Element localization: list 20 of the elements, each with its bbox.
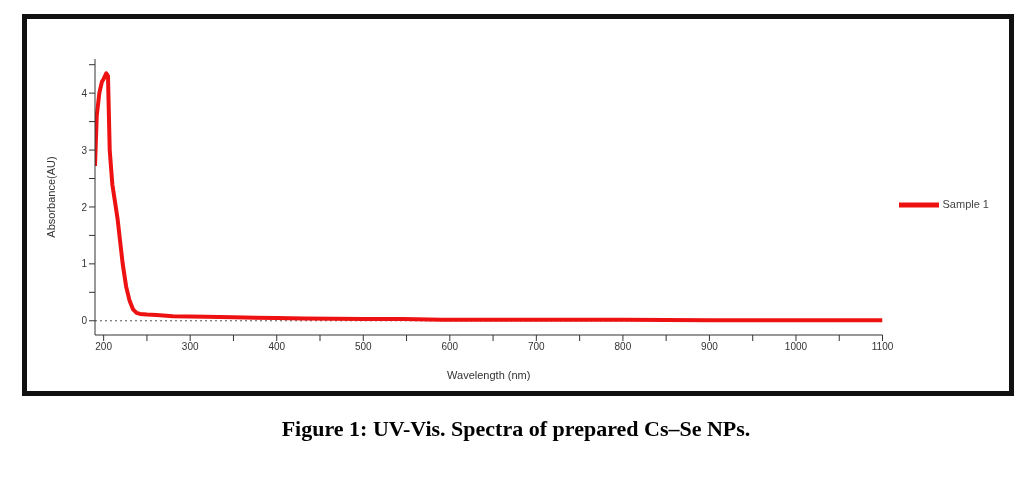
x-tick-label: 200 <box>95 341 113 353</box>
y-tick-label: 2 <box>81 201 88 213</box>
y-tick-label: 4 <box>81 87 88 99</box>
text: Figure 1: UV-Vis. Spectra of prepared Cs–Se NPs. <box>280 416 752 442</box>
x-tick-label: 700 <box>528 341 546 353</box>
x-tick-label: 1100 <box>871 341 894 353</box>
x-tick-label: 600 <box>441 341 459 353</box>
x-tick-label: 300 <box>181 341 199 353</box>
x-tick-label: 800 <box>614 341 632 353</box>
x-tick-label: 1000 <box>784 341 808 353</box>
x-tick-label: 400 <box>268 341 286 353</box>
legend-label: Sample 1 <box>942 197 989 210</box>
y-tick-label: 3 <box>81 144 88 156</box>
x-axis-title: Wavelength (nm) <box>447 369 531 381</box>
y-tick-label: 1 <box>81 258 88 270</box>
x-tick-label: 500 <box>354 341 373 353</box>
x-tick-label: 900 <box>701 341 719 353</box>
y-tick-label: 0 <box>81 315 88 327</box>
line-series <box>95 71 883 323</box>
y-axis-title: Absorbance(AU) <box>44 156 57 238</box>
